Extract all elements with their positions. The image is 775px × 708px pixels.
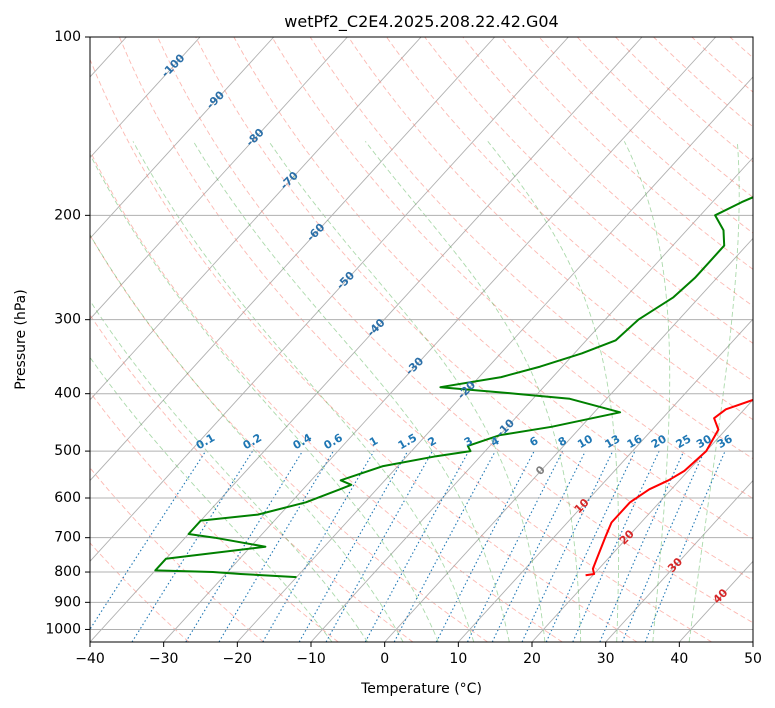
y-tick-label: 600 xyxy=(54,490,81,506)
moist-adiabat-line xyxy=(623,141,671,642)
moist-adiabat-line xyxy=(90,356,333,642)
isotherm-line xyxy=(90,37,201,159)
y-axis-label: Pressure (hPa) xyxy=(13,289,29,389)
x-tick-label: −30 xyxy=(149,651,179,667)
isotherm-line xyxy=(605,479,753,642)
mixing-ratio-line xyxy=(572,450,660,642)
x-axis-label: Temperature (°C) xyxy=(360,681,482,697)
isotherm-line xyxy=(237,76,753,642)
y-tick-label: 1000 xyxy=(45,621,81,637)
y-tick-label: 700 xyxy=(54,530,81,546)
y-tick-label: 400 xyxy=(54,386,81,402)
dewpoint-line xyxy=(154,196,753,579)
dry-adiabat-line xyxy=(462,37,753,307)
x-axis: −40 −30 −20 −10 0 10 20 30 40 50 xyxy=(75,642,762,667)
mixing-ratio-line xyxy=(545,450,636,642)
isotherm-line xyxy=(90,37,348,320)
plot-frame xyxy=(89,36,754,643)
mixing-ratio-line xyxy=(262,450,375,642)
mixing-ratio-line xyxy=(644,450,726,642)
mixing-ratio-line xyxy=(298,450,409,642)
isotherm-line xyxy=(90,37,643,642)
moist-adiabat-line xyxy=(688,141,740,642)
temperature-line xyxy=(585,398,753,577)
x-tick-label: −40 xyxy=(75,651,105,667)
moist-adiabat-line xyxy=(90,233,404,642)
dry-adiabat-line xyxy=(233,37,753,540)
dry-adiabat-line xyxy=(538,37,753,234)
isotherm-line xyxy=(531,399,753,642)
x-tick-label: −20 xyxy=(223,651,253,667)
isotherm-line xyxy=(384,237,753,642)
dry-adiabat-line xyxy=(90,58,638,642)
background-lines xyxy=(90,37,753,642)
moist-adiabat-line xyxy=(487,141,620,642)
isotherm-line xyxy=(90,37,275,240)
x-tick-label: 10 xyxy=(449,651,467,667)
dry-adiabat-line xyxy=(157,37,753,624)
isotherm-line xyxy=(90,37,569,562)
mixing-ratio-line xyxy=(218,450,334,642)
mixing-ratio-line xyxy=(185,450,304,642)
y-axis: 100 200 300 400 500 600 700 800 900 1000 xyxy=(45,29,90,637)
x-tick-label: 40 xyxy=(670,651,688,667)
dry-adiabat-line xyxy=(615,37,753,163)
mixing-ratio-line xyxy=(491,450,586,642)
dry-adiabat-line xyxy=(90,149,563,642)
x-tick-label: 20 xyxy=(523,651,541,667)
mixing-ratio-line xyxy=(131,450,254,642)
y-tick-label: 800 xyxy=(54,564,81,580)
moist-adiabat-line xyxy=(132,141,475,642)
dry-adiabat-line xyxy=(90,391,339,642)
moist-adiabat-line xyxy=(90,299,368,642)
isotherm-line xyxy=(90,37,422,401)
isotherm-line xyxy=(90,37,496,482)
y-tick-label: 100 xyxy=(54,29,81,45)
y-tick-label: 300 xyxy=(54,312,81,328)
dry-adiabat-line xyxy=(576,37,753,198)
isotherm-line xyxy=(163,37,717,642)
dry-adiabat-line xyxy=(90,467,264,642)
dry-adiabat-line xyxy=(348,37,753,421)
x-tick-label: 0 xyxy=(380,651,389,667)
dry-adiabat-line xyxy=(90,314,414,642)
dry-adiabat-line xyxy=(309,37,753,460)
mixing-ratio-line xyxy=(521,450,614,642)
dry-adiabat-line xyxy=(195,37,753,582)
dry-adiabat-line xyxy=(118,37,712,642)
y-tick-label: 200 xyxy=(54,207,81,223)
dry-adiabat-line xyxy=(386,37,753,382)
moist-adiabat-line xyxy=(90,153,439,642)
x-tick-label: 30 xyxy=(597,651,615,667)
y-tick-label: 900 xyxy=(54,594,81,610)
mixing-ratio-line xyxy=(325,450,433,642)
y-tick-label: 500 xyxy=(54,443,81,459)
chart-title: wetPf2_C2E4.2025.208.22.42.G04 xyxy=(284,12,558,32)
moist-adiabat-line xyxy=(192,141,510,642)
mixing-ratio-line xyxy=(621,450,705,642)
x-tick-label: 50 xyxy=(744,651,762,667)
profiles xyxy=(154,196,753,579)
moist-adiabat-line xyxy=(364,141,582,642)
x-tick-label: −10 xyxy=(296,651,326,667)
mixing-ratio-line xyxy=(364,450,470,642)
isotherm-line xyxy=(458,318,753,642)
